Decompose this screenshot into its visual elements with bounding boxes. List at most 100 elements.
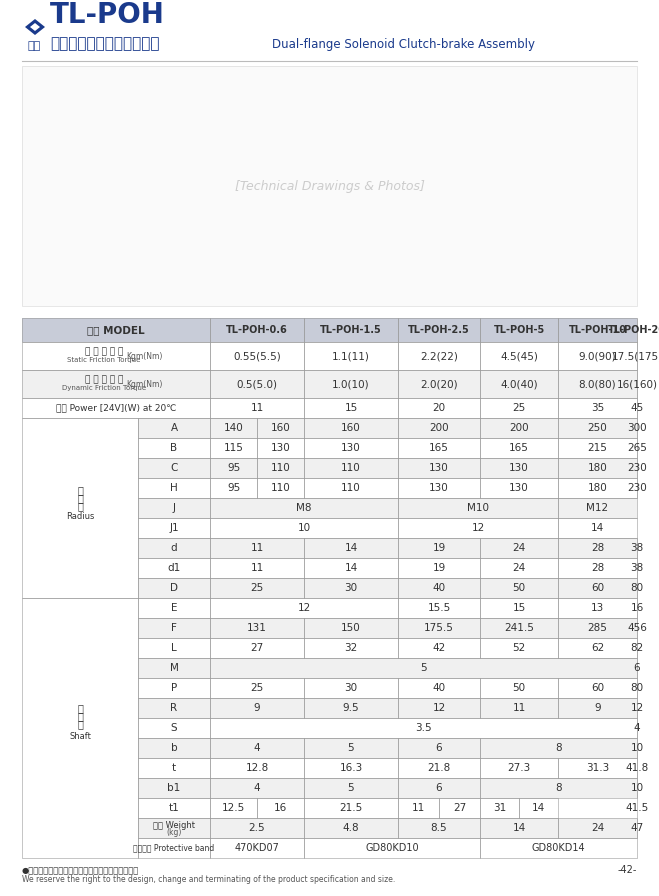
Bar bbox=[480, 738, 637, 758]
Bar bbox=[304, 318, 398, 342]
Bar bbox=[257, 478, 304, 498]
Bar bbox=[210, 342, 304, 370]
Text: 21.5: 21.5 bbox=[339, 803, 362, 813]
Bar bbox=[558, 438, 637, 458]
Text: 向: 向 bbox=[77, 719, 83, 729]
Text: J: J bbox=[173, 503, 175, 513]
Bar bbox=[304, 418, 398, 438]
Bar bbox=[398, 738, 480, 758]
Bar bbox=[558, 758, 637, 778]
Bar bbox=[480, 778, 637, 798]
Bar bbox=[138, 618, 210, 638]
Bar bbox=[480, 458, 558, 478]
Bar bbox=[138, 518, 210, 538]
Bar bbox=[22, 398, 210, 418]
Text: 1.0(10): 1.0(10) bbox=[332, 379, 370, 389]
Text: 62: 62 bbox=[591, 643, 604, 653]
Text: C: C bbox=[170, 463, 178, 473]
Bar bbox=[304, 370, 398, 398]
Bar bbox=[304, 778, 398, 798]
Text: Kgm(Nm): Kgm(Nm) bbox=[126, 380, 162, 389]
Bar bbox=[138, 738, 210, 758]
Bar bbox=[257, 418, 304, 438]
Text: 41.5: 41.5 bbox=[625, 803, 648, 813]
Bar bbox=[22, 418, 138, 598]
Bar bbox=[558, 370, 637, 398]
Bar bbox=[138, 438, 210, 458]
Text: 徑: 徑 bbox=[77, 485, 83, 495]
Bar bbox=[558, 578, 637, 598]
Bar bbox=[398, 678, 480, 698]
Text: 16.3: 16.3 bbox=[339, 763, 362, 773]
Text: 靜 摩 擦 轉 矩: 靜 摩 擦 轉 矩 bbox=[85, 348, 123, 357]
Text: 230: 230 bbox=[627, 483, 647, 493]
Text: 11: 11 bbox=[250, 403, 264, 413]
Text: 動 摩 擦 轉 矩: 動 摩 擦 轉 矩 bbox=[85, 375, 123, 384]
Bar bbox=[210, 758, 304, 778]
Bar bbox=[210, 538, 304, 558]
Bar bbox=[398, 558, 480, 578]
Bar bbox=[22, 66, 637, 306]
Text: 5: 5 bbox=[348, 743, 355, 753]
Text: E: E bbox=[171, 603, 177, 613]
Bar bbox=[138, 538, 210, 558]
Bar bbox=[558, 478, 637, 498]
Bar bbox=[138, 418, 210, 438]
Text: TL-POH-20: TL-POH-20 bbox=[608, 325, 659, 335]
Text: 25: 25 bbox=[250, 583, 264, 593]
Bar bbox=[398, 398, 480, 418]
Bar bbox=[138, 458, 210, 478]
Bar bbox=[558, 342, 637, 370]
Bar bbox=[22, 66, 637, 306]
Text: 17.5(175): 17.5(175) bbox=[612, 351, 659, 361]
Bar bbox=[210, 318, 304, 342]
Text: Static Friction Torque: Static Friction Torque bbox=[67, 357, 140, 363]
Bar bbox=[480, 478, 558, 498]
Bar bbox=[398, 438, 480, 458]
Text: -42-: -42- bbox=[617, 865, 637, 875]
Text: 80: 80 bbox=[631, 683, 644, 693]
Bar bbox=[138, 438, 210, 458]
Bar bbox=[558, 618, 637, 638]
Bar bbox=[138, 478, 210, 498]
Text: 4: 4 bbox=[254, 743, 260, 753]
Bar bbox=[138, 418, 210, 438]
Bar bbox=[304, 698, 398, 718]
Bar bbox=[480, 638, 558, 658]
Bar bbox=[210, 318, 304, 342]
Bar bbox=[210, 798, 257, 818]
Bar bbox=[210, 718, 637, 738]
Bar bbox=[304, 738, 398, 758]
Bar bbox=[210, 498, 398, 518]
Bar bbox=[304, 398, 398, 418]
Bar bbox=[22, 318, 210, 342]
Bar bbox=[558, 398, 637, 418]
Text: TL-POH-1.5: TL-POH-1.5 bbox=[320, 325, 382, 335]
Bar bbox=[210, 398, 304, 418]
Bar bbox=[304, 818, 398, 838]
Text: 130: 130 bbox=[509, 463, 529, 473]
Text: 15.5: 15.5 bbox=[428, 603, 451, 613]
Bar bbox=[558, 498, 637, 518]
Text: TL-POH-5: TL-POH-5 bbox=[494, 325, 544, 335]
Text: 38: 38 bbox=[631, 543, 644, 553]
Bar bbox=[558, 342, 637, 370]
Bar bbox=[138, 778, 210, 798]
Bar bbox=[210, 738, 304, 758]
Bar bbox=[210, 718, 637, 738]
Bar bbox=[22, 598, 138, 858]
Bar bbox=[398, 498, 558, 518]
Text: 保護番子 Protective band: 保護番子 Protective band bbox=[133, 843, 215, 852]
Bar bbox=[480, 438, 558, 458]
Bar bbox=[257, 458, 304, 478]
Bar bbox=[558, 518, 637, 538]
Text: 20: 20 bbox=[432, 403, 445, 413]
Text: Shaft: Shaft bbox=[69, 731, 91, 740]
Bar bbox=[519, 798, 558, 818]
Text: 10: 10 bbox=[631, 743, 644, 753]
Bar bbox=[398, 518, 558, 538]
Bar bbox=[398, 478, 480, 498]
Text: d1: d1 bbox=[167, 563, 181, 573]
Text: 9: 9 bbox=[254, 703, 260, 713]
Text: 4.5(45): 4.5(45) bbox=[500, 351, 538, 361]
